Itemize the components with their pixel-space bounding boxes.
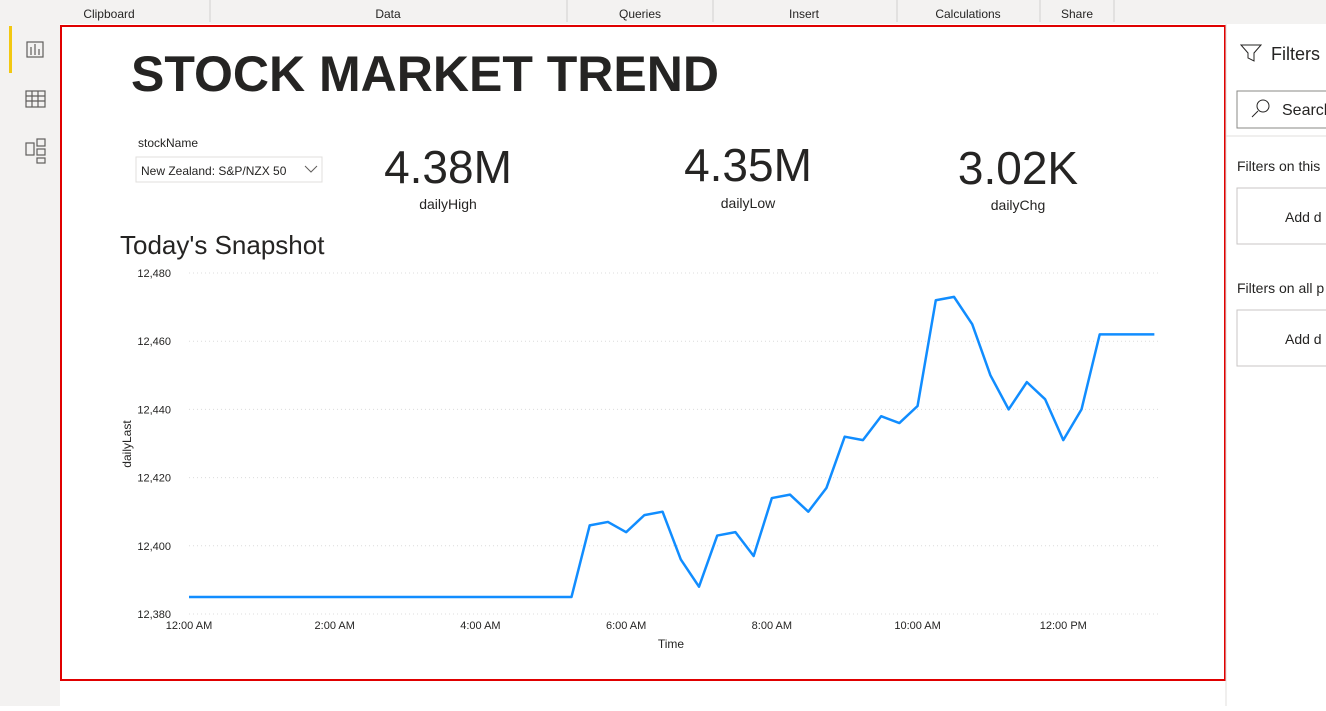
card-value: 4.38M xyxy=(384,141,512,193)
ribbon-group[interactable]: Calculations xyxy=(935,7,1000,21)
drop-zone-text: Add d xyxy=(1285,331,1322,347)
x-tick-label: 8:00 AM xyxy=(752,620,792,632)
drop-zone[interactable] xyxy=(1236,187,1326,245)
x-tick-label: 6:00 AM xyxy=(606,620,646,632)
x-tick-label: 10:00 AM xyxy=(894,620,940,632)
slicer-dropdown[interactable] xyxy=(135,156,323,183)
ribbon-group[interactable]: Insert xyxy=(789,7,820,21)
selection-border xyxy=(60,25,1226,681)
dropdown-chevron[interactable] xyxy=(304,165,318,173)
ribbon-group[interactable]: Queries xyxy=(619,7,661,21)
data-view-icon[interactable] xyxy=(25,90,46,108)
ribbon-group[interactable]: Data xyxy=(375,7,401,21)
ribbon-group[interactable]: Clipboard xyxy=(83,7,134,21)
ribbon xyxy=(0,0,1326,24)
active-indicator xyxy=(9,26,12,73)
x-tick-label: 12:00 AM xyxy=(166,620,212,632)
slicer-label: stockName xyxy=(138,136,198,150)
ribbon-group[interactable]: Share xyxy=(1061,7,1093,21)
y-tick-label: 12,420 xyxy=(137,473,171,485)
y-axis-title: dailyLast xyxy=(120,420,134,468)
y-tick-label: 12,460 xyxy=(137,336,171,348)
card-value: 4.35M xyxy=(684,139,812,191)
x-tick-label: 2:00 AM xyxy=(315,620,355,632)
x-tick-label: 12:00 PM xyxy=(1040,620,1087,632)
slicer-value[interactable]: New Zealand: S&P/NZX 50 xyxy=(141,164,287,178)
card-label: dailyLow xyxy=(721,195,776,211)
sidebar xyxy=(0,24,60,706)
search-placeholder[interactable]: Search xyxy=(1282,102,1326,119)
data-line xyxy=(189,295,1155,599)
filter-icon xyxy=(1239,44,1263,62)
model-view-icon[interactable] xyxy=(25,138,46,164)
drop-zone-text: Add d xyxy=(1285,209,1322,225)
ribbon-separators xyxy=(209,0,1115,22)
plot-area: 12,380 12,400 12,420 12,440 12,460 12,480 12:0… xyxy=(137,268,1158,632)
y-tick-label: 12,400 xyxy=(137,541,171,553)
filter-section-title: Filters on all p xyxy=(1237,280,1324,296)
canvas xyxy=(60,24,1226,706)
search-box[interactable] xyxy=(1236,90,1326,129)
chart-title: Today's Snapshot xyxy=(120,230,325,260)
filters-title: Filters xyxy=(1271,44,1320,64)
y-tick-label: 12,480 xyxy=(137,268,171,280)
filter-section-title: Filters on this xyxy=(1237,158,1320,174)
y-tick-label: 12,440 xyxy=(137,404,171,416)
drop-zone[interactable] xyxy=(1236,309,1326,367)
search-icon xyxy=(1251,110,1259,118)
report-view-icon[interactable] xyxy=(26,41,44,58)
x-axis-title: Time xyxy=(658,637,685,651)
card-value: 3.02K xyxy=(958,142,1079,194)
card-label: dailyChg xyxy=(991,197,1045,213)
y-tick-label: 12,380 xyxy=(137,609,171,621)
report-title: STOCK MARKET TREND xyxy=(131,46,719,102)
search-icon xyxy=(1256,99,1270,113)
card-label: dailyHigh xyxy=(419,196,477,212)
x-tick-label: 4:00 AM xyxy=(460,620,500,632)
